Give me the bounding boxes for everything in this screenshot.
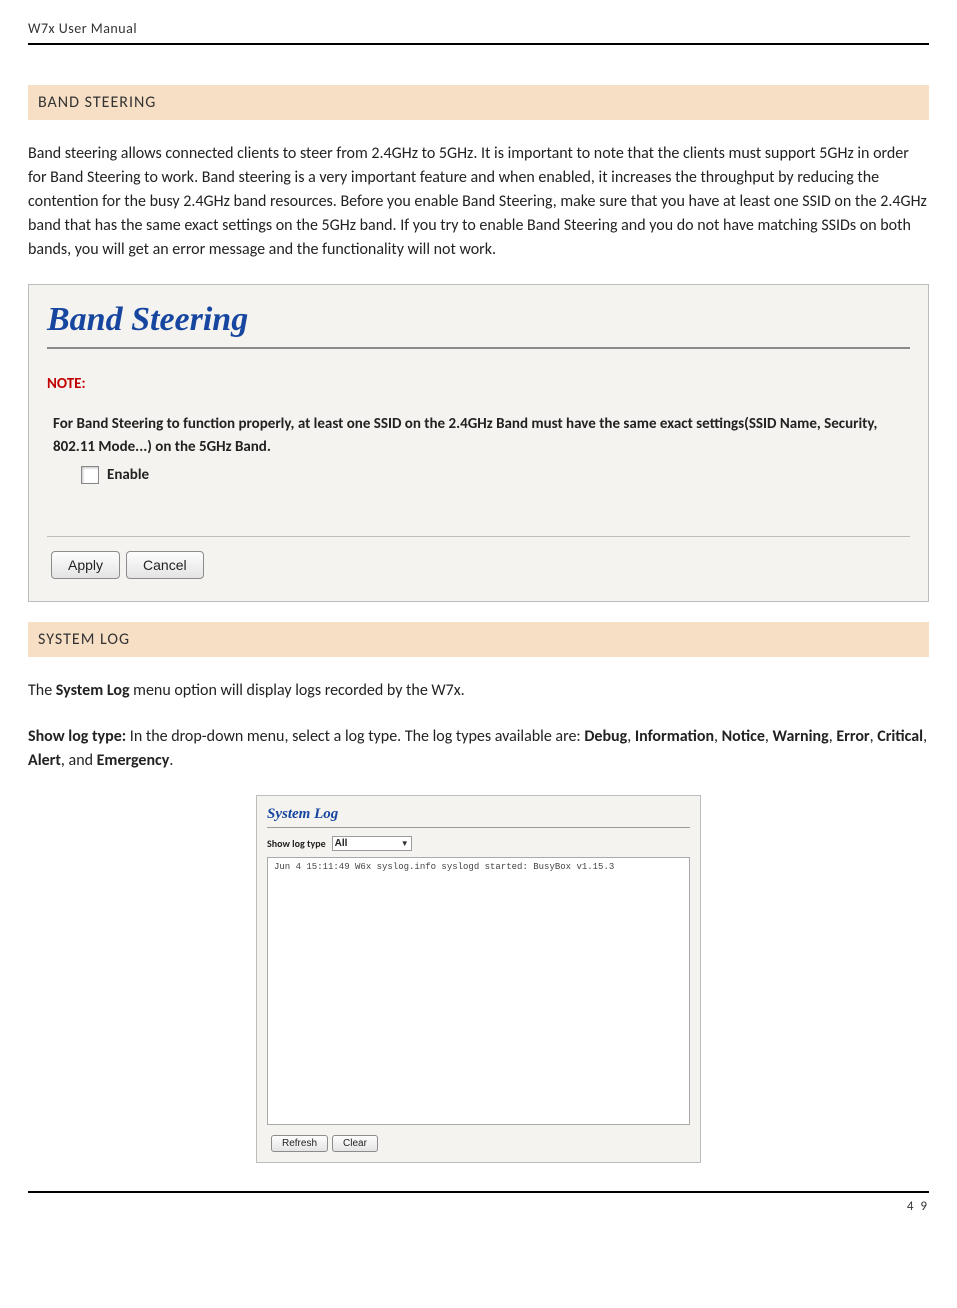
sl-show-label: Show log type — [267, 837, 326, 850]
bold-text: Show log type: — [28, 727, 126, 746]
doc-title: W7x User Manual — [28, 20, 137, 37]
button-row: Apply Cancel — [51, 551, 910, 579]
log-line: Jun 4 15:11:49 W6x syslog.info syslogd s… — [274, 862, 614, 872]
bold-text: System Log — [56, 681, 130, 700]
log-textarea[interactable]: Jun 4 15:11:49 W6x syslog.info syslogd s… — [267, 857, 690, 1125]
panel-title: Band Steering — [47, 301, 910, 349]
band-steering-body: Band steering allows connected clients t… — [28, 142, 929, 262]
panel-divider — [47, 536, 910, 537]
system-log-panel-wrap: System Log Show log type All ▼ Jun 4 15:… — [28, 795, 929, 1163]
system-log-panel: System Log Show log type All ▼ Jun 4 15:… — [256, 795, 701, 1163]
bold-text: Information — [635, 727, 714, 746]
system-log-body1: The System Log menu option will display … — [28, 679, 929, 703]
bold-text: Alert — [28, 751, 61, 770]
doc-footer: 4 9 — [28, 1191, 929, 1214]
log-type-select[interactable]: All ▼ — [332, 836, 412, 851]
bold-text: Notice — [722, 727, 765, 746]
text: In the drop-down menu, select a log type… — [126, 727, 584, 746]
text: The — [28, 681, 56, 700]
clear-button[interactable]: Clear — [332, 1135, 378, 1152]
band-steering-panel: Band Steering NOTE: For Band Steering to… — [28, 284, 929, 602]
enable-label: Enable — [107, 466, 149, 484]
note-text: For Band Steering to function properly, … — [53, 413, 910, 458]
bold-text: Emergency — [97, 751, 170, 770]
sl-button-row: Refresh Clear — [271, 1135, 690, 1152]
apply-button[interactable]: Apply — [51, 551, 120, 579]
section-heading-band-steering: BAND STEERING — [28, 85, 929, 120]
doc-header: W7x User Manual — [28, 20, 929, 45]
refresh-button[interactable]: Refresh — [271, 1135, 328, 1152]
bold-text: Warning — [773, 727, 829, 746]
section-heading-system-log: SYSTEM LOG — [28, 622, 929, 657]
select-value: All — [335, 838, 348, 849]
chevron-down-icon: ▼ — [401, 839, 409, 848]
page-number: 4 9 — [907, 1199, 929, 1214]
sl-show-row: Show log type All ▼ — [267, 836, 690, 851]
enable-row: Enable — [81, 466, 910, 484]
text: menu option will display logs recorded b… — [130, 681, 465, 700]
bold-text: Critical — [877, 727, 923, 746]
enable-checkbox[interactable] — [81, 466, 99, 484]
bold-text: Error — [836, 727, 869, 746]
note-label: NOTE: — [47, 375, 910, 393]
sl-title: System Log — [267, 806, 690, 828]
system-log-body2: Show log type: In the drop-down menu, se… — [28, 725, 929, 773]
cancel-button[interactable]: Cancel — [126, 551, 204, 579]
bold-text: Debug — [584, 727, 627, 746]
